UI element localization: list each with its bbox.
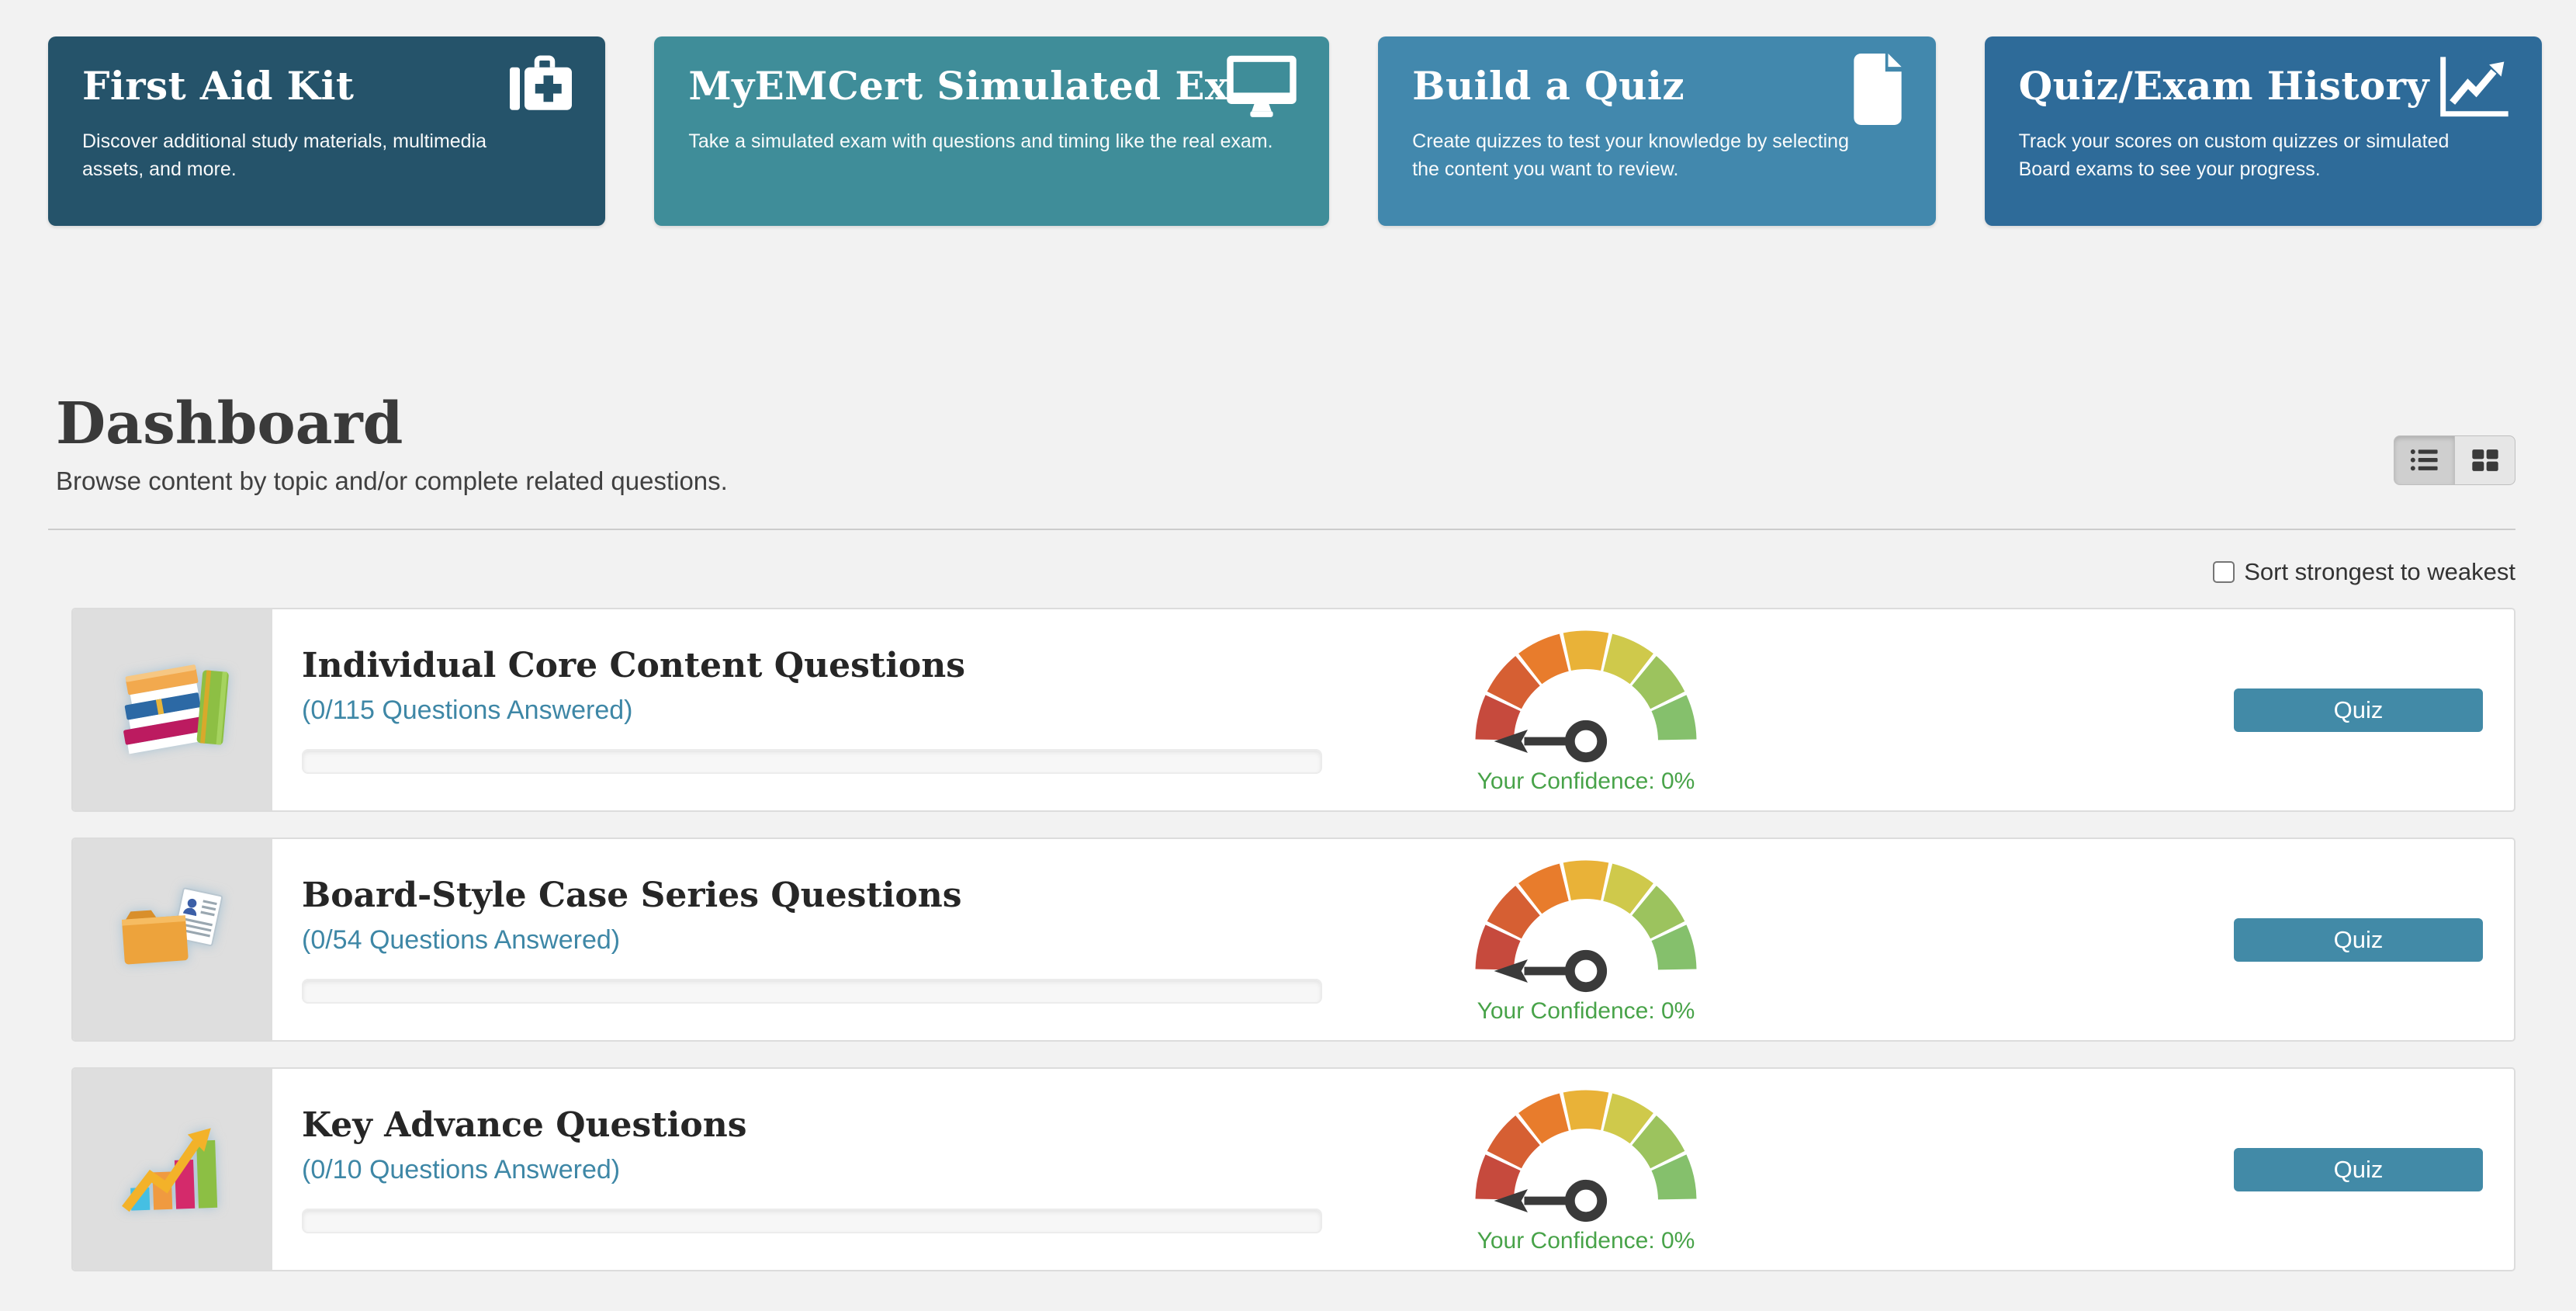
card-description: Discover additional study materials, mul… (82, 130, 487, 181)
page-subtitle: Browse content by topic and/or complete … (56, 466, 728, 496)
card-first-aid-kit[interactable]: First Aid Kit Discover additional study … (48, 36, 606, 226)
card-title: First Aid Kit (82, 63, 355, 109)
topic-main: Individual Core Content Questions (0/115… (302, 646, 1322, 774)
confidence-label: Your Confidence: 0% (1477, 998, 1695, 1025)
confidence-gauge-block: Your Confidence: 0% (1470, 1084, 1702, 1254)
card-title: MyEMCert Simulated Exam (688, 63, 1296, 109)
topic-main: Key Advance Questions (0/10 Questions An… (302, 1105, 1322, 1233)
header-divider (48, 529, 2515, 531)
card-title: Quiz/Exam History (2018, 63, 2429, 109)
dashboard-header: Dashboard Browse content by topic and/or… (48, 226, 2542, 531)
topic-title: Individual Core Content Questions (302, 646, 966, 686)
card-simulated-exam[interactable]: MyEMCert Simulated Exam Take a simulated… (654, 36, 1330, 226)
questions-answered-link[interactable]: (0/10 Questions Answered) (302, 1154, 621, 1184)
card-description: Take a simulated exam with questions and… (688, 130, 1273, 152)
books-icon (123, 664, 229, 754)
confidence-gauge (1475, 860, 1697, 993)
topic-icon-block (73, 609, 272, 811)
confidence-label: Your Confidence: 0% (1477, 1228, 1695, 1254)
confidence-gauge-block: Your Confidence: 0% (1470, 625, 1702, 795)
confidence-gauge (1475, 1090, 1697, 1223)
confidence-gauge (1475, 630, 1697, 763)
progress-bar (302, 748, 1322, 774)
topic-row-key-advance: Key Advance Questions (0/10 Questions An… (71, 1067, 2515, 1272)
grid-view-icon (2471, 449, 2498, 471)
grid-view-button[interactable] (2454, 435, 2515, 485)
questions-answered-link[interactable]: (0/115 Questions Answered) (302, 695, 633, 725)
topic-main: Board-Style Case Series Questions (0/54 … (302, 876, 1322, 1004)
card-description: Track your scores on custom quizzes or s… (2018, 130, 2450, 181)
bar-chart-growth-icon (121, 1128, 217, 1212)
confidence-gauge-block: Your Confidence: 0% (1470, 855, 1702, 1025)
folder-document-icon (121, 887, 223, 965)
card-quiz-exam-history[interactable]: Quiz/Exam History Track your scores on c… (1984, 36, 2542, 226)
view-toggle (2394, 435, 2515, 485)
file-icon (1849, 54, 1906, 125)
topic-icon-block (73, 1069, 272, 1271)
card-build-a-quiz[interactable]: Build a Quiz Create quizzes to test your… (1378, 36, 1936, 226)
questions-answered-link[interactable]: (0/54 Questions Answered) (302, 924, 621, 955)
line-chart-icon (2438, 54, 2512, 120)
quiz-button[interactable]: Quiz (2234, 688, 2483, 732)
medkit-icon (506, 54, 576, 118)
sort-row: Sort strongest to weakest (71, 558, 2515, 586)
quiz-button[interactable]: Quiz (2234, 1147, 2483, 1191)
page: First Aid Kit Discover additional study … (48, 36, 2542, 1272)
topic-icon-block (73, 839, 272, 1041)
topics-list: Sort strongest to weakest (71, 558, 2515, 1272)
list-view-button[interactable] (2394, 435, 2455, 485)
sort-checkbox-label[interactable]: Sort strongest to weakest (2213, 558, 2515, 586)
confidence-label: Your Confidence: 0% (1477, 768, 1695, 795)
sort-checkbox[interactable] (2213, 561, 2235, 584)
sort-label: Sort strongest to weakest (2244, 558, 2515, 586)
page-title: Dashboard (56, 390, 403, 457)
topic-title: Board-Style Case Series Questions (302, 876, 962, 916)
topic-row-individual-core-content: Individual Core Content Questions (0/115… (71, 608, 2515, 813)
progress-bar (302, 1208, 1322, 1233)
desktop-icon (1224, 54, 1300, 119)
card-description: Create quizzes to test your knowledge by… (1412, 130, 1849, 181)
topic-row-board-style-case-series: Board-Style Case Series Questions (0/54 … (71, 838, 2515, 1042)
progress-bar (302, 978, 1322, 1004)
card-title: Build a Quiz (1412, 63, 1685, 109)
topic-title: Key Advance Questions (302, 1105, 747, 1146)
list-view-icon (2410, 449, 2438, 471)
quiz-button[interactable]: Quiz (2234, 917, 2483, 962)
top-cards: First Aid Kit Discover additional study … (48, 36, 2542, 226)
